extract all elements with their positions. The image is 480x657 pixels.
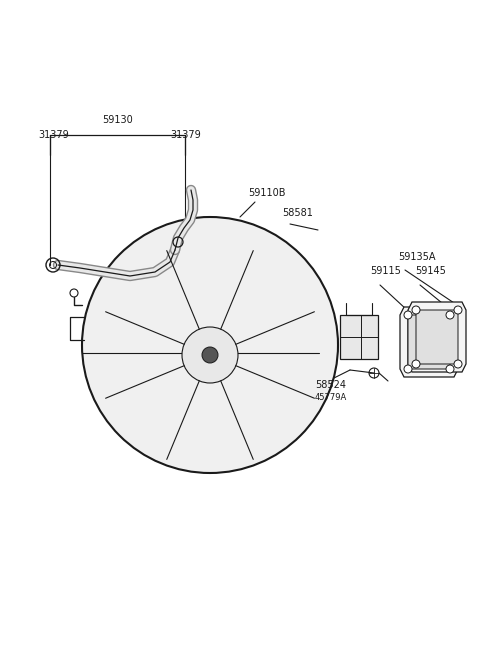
Circle shape bbox=[404, 365, 412, 373]
Polygon shape bbox=[416, 310, 458, 364]
Circle shape bbox=[454, 306, 462, 314]
Circle shape bbox=[454, 360, 462, 368]
Circle shape bbox=[412, 306, 420, 314]
Text: 31379: 31379 bbox=[38, 130, 69, 140]
Text: 45779A: 45779A bbox=[315, 393, 347, 402]
Circle shape bbox=[82, 217, 338, 473]
Circle shape bbox=[446, 365, 454, 373]
Text: 59110B: 59110B bbox=[248, 188, 286, 198]
Circle shape bbox=[202, 347, 218, 363]
Circle shape bbox=[182, 327, 238, 383]
Text: 59135A: 59135A bbox=[398, 252, 435, 262]
Text: 58524: 58524 bbox=[315, 380, 346, 390]
Circle shape bbox=[446, 311, 454, 319]
Circle shape bbox=[412, 360, 420, 368]
Text: 59145: 59145 bbox=[415, 266, 446, 276]
Circle shape bbox=[404, 311, 412, 319]
Text: 59130: 59130 bbox=[103, 115, 133, 125]
Polygon shape bbox=[408, 315, 450, 369]
Text: 59115: 59115 bbox=[370, 266, 401, 276]
Bar bbox=[340, 315, 378, 359]
Polygon shape bbox=[400, 307, 458, 377]
Polygon shape bbox=[408, 302, 466, 372]
Text: 58581: 58581 bbox=[282, 208, 313, 218]
Text: 31379: 31379 bbox=[170, 130, 201, 140]
